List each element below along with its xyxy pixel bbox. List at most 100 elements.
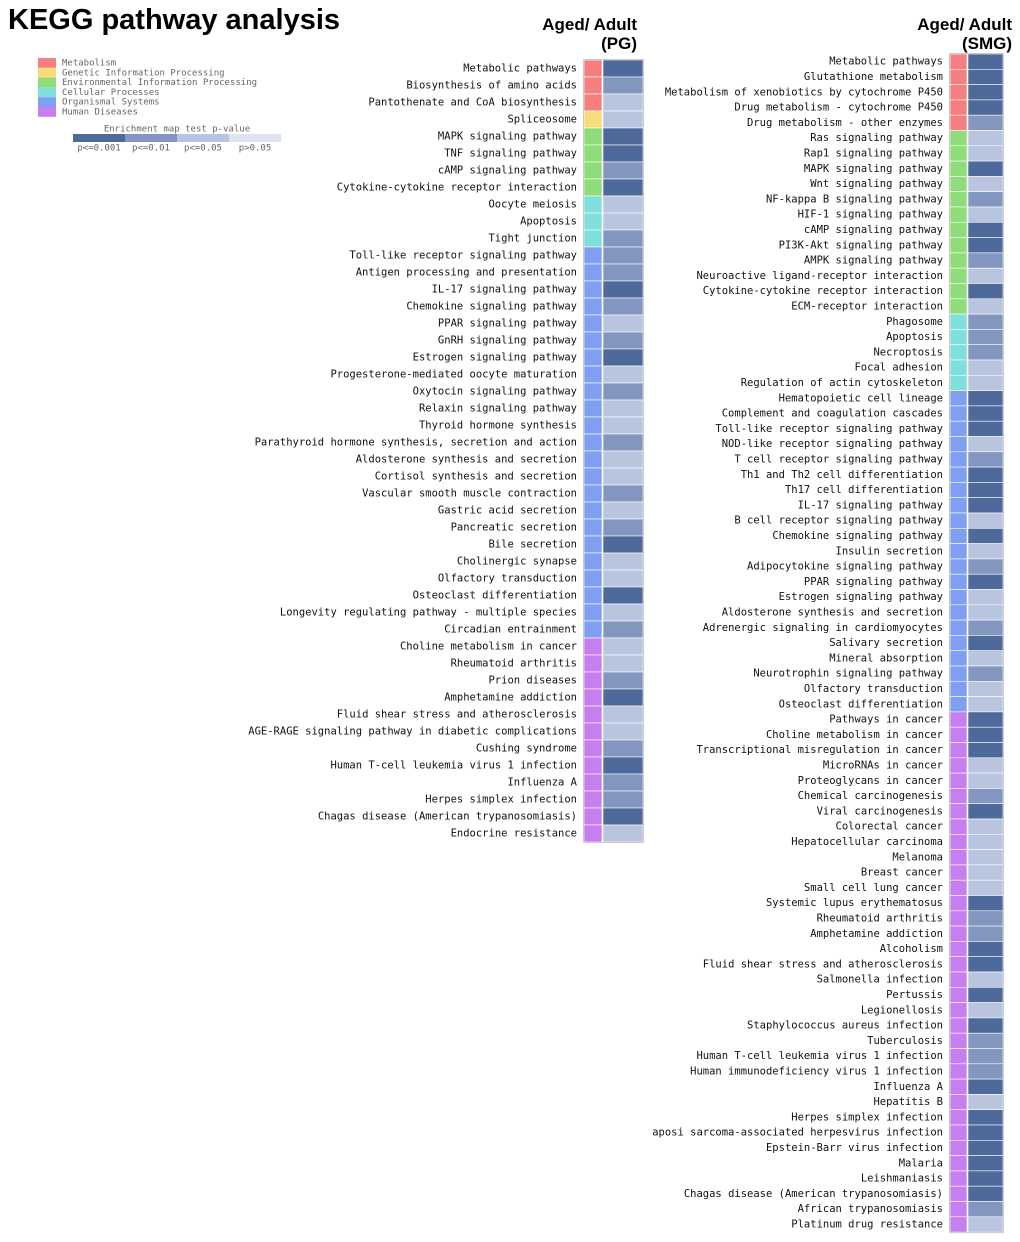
category-cell: [949, 313, 968, 330]
category-cell: [583, 314, 603, 333]
pathway-label: Apoptosis: [886, 331, 943, 343]
pvalue-cell: [602, 586, 644, 605]
pathway-label: Aldosterone synthesis and secretion: [722, 606, 943, 618]
category-cell: [583, 484, 603, 503]
pathway-label: Herpes simplex infection: [425, 794, 577, 806]
panel-header: (PG): [601, 34, 637, 53]
pvalue-cell: [967, 298, 1004, 315]
legend-label: Human Diseases: [62, 108, 138, 118]
category-cell: [583, 824, 603, 843]
pvalue-cell: [967, 772, 1004, 789]
pathway-label: African trypanosomiasis: [798, 1203, 943, 1215]
pathway-label: Circadian entrainment: [444, 624, 577, 636]
pathway-label: Chagas disease (American trypanosomiasis…: [318, 811, 577, 823]
category-cell: [583, 722, 603, 741]
pvalue-cell: [967, 1063, 1004, 1080]
panel-header: Aged/ Adult: [542, 15, 637, 34]
pvalue-cell: [967, 84, 1004, 101]
pathway-label: Bile secretion: [488, 539, 577, 551]
pvalue-cell: [602, 450, 644, 469]
category-cell: [949, 665, 968, 682]
pvalue-cell: [602, 229, 644, 248]
pathway-label: Osteoclast differentiation: [779, 698, 943, 710]
pvalue-cell: [602, 161, 644, 180]
pathway-label: Herpes simplex infection: [791, 1111, 943, 1123]
scale-title: Enrichment map test p-value: [104, 125, 250, 135]
pathway-label: Viral carcinogenesis: [817, 805, 943, 817]
pathway-label: Cortisol synthesis and secretion: [375, 471, 577, 483]
pvalue-cell: [967, 879, 1004, 896]
legend-swatch: [38, 107, 56, 117]
category-cell: [583, 773, 603, 792]
pvalue-cell: [602, 76, 644, 95]
pathway-label: Th1 and Th2 cell differentiation: [741, 469, 943, 481]
legend-swatch: [38, 97, 56, 107]
pathway-label: Neurotrophin signaling pathway: [753, 668, 943, 680]
category-cell: [949, 604, 968, 621]
scale-label: p>0.05: [239, 144, 272, 154]
legend-swatch: [38, 87, 56, 98]
pvalue-cell: [967, 619, 1004, 636]
pathway-label: Focal adhesion: [854, 362, 943, 374]
pvalue-cell: [967, 895, 1004, 912]
category-cell: [949, 344, 968, 361]
category-cell: [949, 1094, 968, 1111]
pathway-label: Proteoglycans in cancer: [798, 775, 943, 787]
pathway-label: Estrogen signaling pathway: [413, 352, 577, 364]
category-cell: [949, 895, 968, 912]
category-cell: [949, 222, 968, 238]
pvalue-cell: [967, 390, 1004, 407]
pathway-label: Biosynthesis of amino acids: [406, 80, 577, 92]
category-cell: [949, 696, 968, 713]
pathway-label: Tight junction: [488, 233, 577, 245]
category-cell: [949, 1063, 968, 1080]
category-cell: [583, 127, 603, 146]
pathway-label: Adipocytokine signaling pathway: [747, 561, 943, 573]
pvalue-cell: [967, 864, 1004, 881]
pathway-label: Estrogen signaling pathway: [779, 591, 943, 603]
pvalue-cell: [967, 344, 1004, 361]
pvalue-cell: [967, 1185, 1004, 1202]
category-cell: [949, 252, 968, 269]
scale-label: p<=0.05: [184, 144, 222, 154]
category-cell: [949, 512, 968, 529]
pathway-label: TNF signaling pathway: [444, 148, 577, 160]
pvalue-cell: [967, 527, 1004, 544]
category-cell: [583, 144, 603, 163]
category-cell: [583, 93, 603, 112]
category-cell: [583, 586, 603, 605]
category-cell: [583, 382, 603, 401]
pvalue-cell: [967, 53, 1004, 70]
pvalue-cell: [602, 739, 644, 758]
pathway-label: Chagas disease (American trypanosomiasis…: [684, 1188, 943, 1200]
category-cell: [949, 726, 968, 743]
pvalue-cell: [967, 1032, 1004, 1049]
pvalue-cell: [967, 1078, 1004, 1095]
pvalue-cell: [967, 803, 1004, 820]
pathway-label: Parathyroid hormone synthesis, secretion…: [255, 437, 577, 449]
pvalue-cell: [967, 99, 1004, 116]
pathway-label: MAPK signaling pathway: [804, 163, 943, 175]
panel-frame: [583, 59, 644, 843]
category-cell: [949, 849, 968, 866]
pvalue-cell: [967, 252, 1004, 269]
pathway-label: Metabolism of xenobiotics by cytochrome …: [665, 86, 943, 98]
pathway-label: HIF-1 signaling pathway: [798, 209, 943, 221]
category-cell: [949, 925, 968, 942]
scale-label: p<=0.001: [77, 144, 120, 154]
pathway-label: Epstein-Barr virus infection: [766, 1142, 943, 1154]
pathway-label: Rheumatoid arthritis: [817, 912, 943, 924]
pvalue-cell: [967, 604, 1004, 621]
pathway-label: Vascular smooth muscle contraction: [362, 488, 577, 500]
pathway-label: Amphetamine addiction: [444, 692, 577, 704]
pvalue-cell: [967, 69, 1004, 85]
category-cell: [949, 1155, 968, 1172]
pathway-label: Progesterone-mediated oocyte maturation: [330, 369, 577, 381]
category-cell: [949, 941, 968, 958]
scale-label: p<=0.01: [132, 144, 170, 154]
pathway-label: Thyroid hormone synthesis: [419, 420, 577, 432]
pvalue-cell: [602, 654, 644, 673]
pvalue-cell: [602, 722, 644, 741]
pvalue-cell: [967, 451, 1004, 468]
